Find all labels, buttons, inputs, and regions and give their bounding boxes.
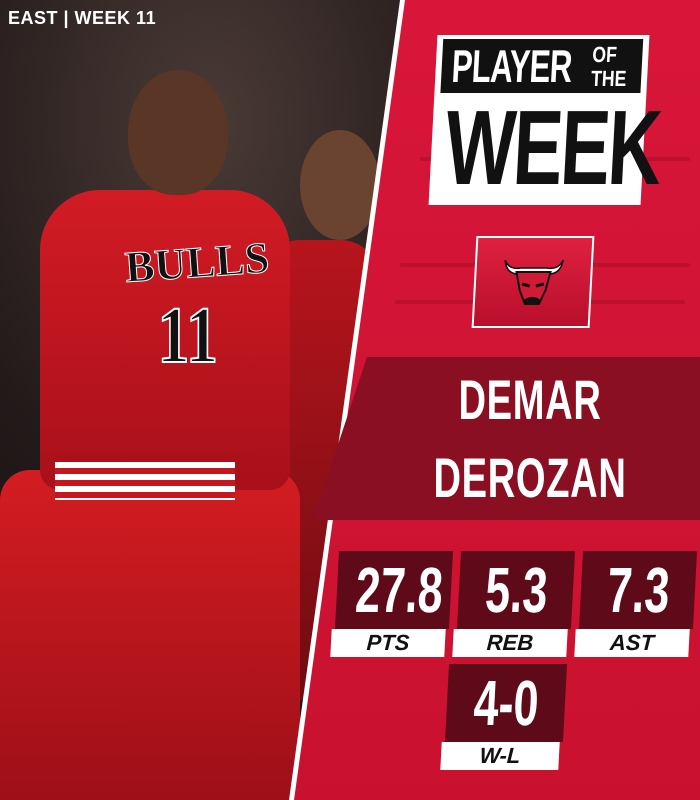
- teammate-head: [300, 130, 380, 240]
- shorts-waistband: [55, 462, 235, 500]
- stat-label: AST: [574, 629, 690, 657]
- title-player: PLAYER: [450, 40, 574, 92]
- player-jersey: [40, 190, 290, 490]
- jersey-text: BULLS: [123, 233, 271, 293]
- stat-value-box: 4-0: [444, 664, 568, 742]
- name-band: [313, 357, 700, 520]
- player-of-the-week-title: PLAYER OF THE WEEK: [428, 35, 663, 207]
- bulls-logo-icon: [504, 259, 564, 305]
- team-logo-box: [471, 236, 595, 328]
- stat-value: 4-0: [471, 667, 541, 739]
- stat-wl: 4-0 W-L: [440, 664, 568, 770]
- player-shorts: [0, 470, 300, 800]
- title-the: THE: [590, 66, 628, 91]
- stat-value-box: 7.3: [578, 551, 698, 629]
- player-last-name: DEROZAN: [433, 446, 627, 509]
- title-top-band: PLAYER OF THE: [440, 39, 644, 93]
- stat-value: 27.8: [353, 554, 445, 626]
- title-of: OF: [591, 42, 618, 67]
- stat-reb: 5.3 REB: [452, 551, 576, 657]
- conference-week-label: EAST | WEEK 11: [8, 8, 157, 28]
- stat-pts: 27.8 PTS: [330, 551, 454, 657]
- title-week: WEEK: [442, 89, 663, 207]
- stat-label: PTS: [330, 629, 446, 657]
- stat-value-box: 5.3: [456, 551, 576, 629]
- stat-ast: 7.3 AST: [574, 551, 698, 657]
- stat-value: 5.3: [482, 554, 550, 626]
- jersey-number: 11: [157, 292, 219, 380]
- stat-value-box: 27.8: [334, 551, 454, 629]
- stat-label: REB: [452, 629, 568, 657]
- stat-value: 7.3: [604, 554, 672, 626]
- player-first-name: DEMAR: [458, 368, 602, 431]
- stat-label: W-L: [440, 742, 560, 770]
- player-head: [128, 70, 228, 195]
